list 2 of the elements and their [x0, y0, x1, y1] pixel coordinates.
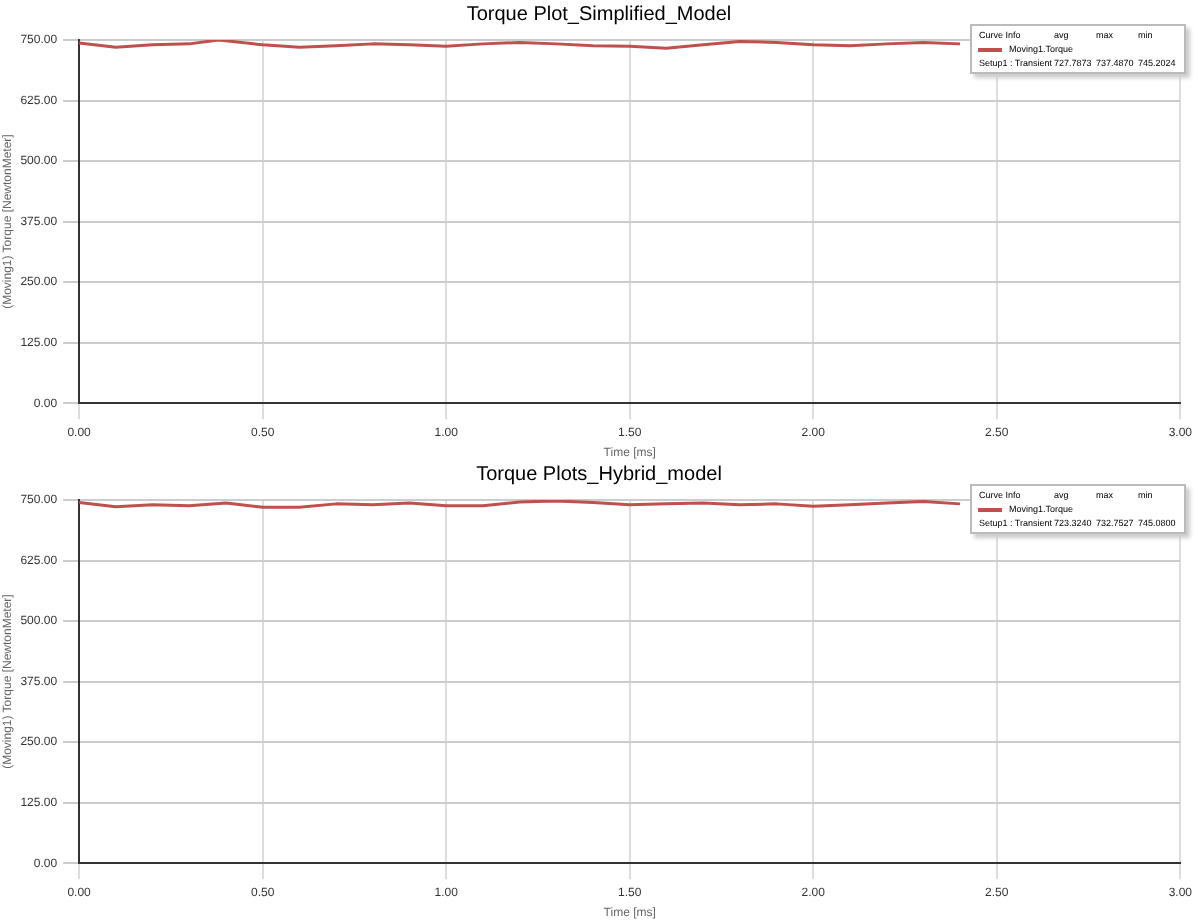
chart-title: Torque Plots_Hybrid_model [474, 464, 724, 486]
chart-title: Torque Plot_Simplified_Model [464, 4, 734, 26]
